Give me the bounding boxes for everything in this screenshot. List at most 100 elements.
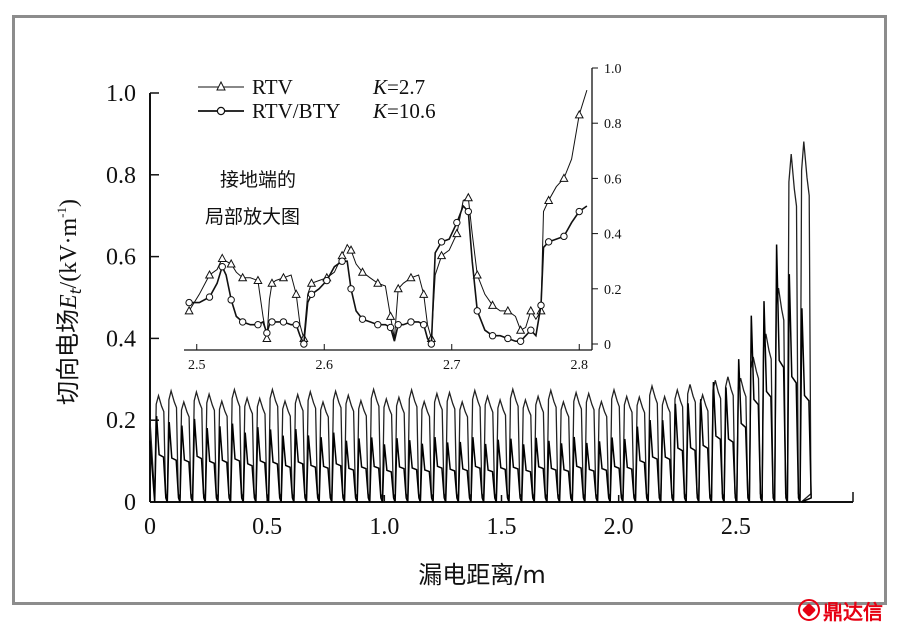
- inset-rtv-bty-marker: [386, 323, 395, 332]
- inset-rtv-bty-marker: [254, 320, 262, 329]
- inset-rtv-marker: [472, 269, 482, 279]
- inset-rtv-bty-marker: [437, 238, 446, 246]
- inset-rtv-bty-marker: [238, 318, 247, 326]
- main-series: [149, 141, 812, 503]
- inset-rtv-marker: [544, 195, 554, 204]
- main-y-tick-label: 0: [124, 490, 136, 516]
- inset-rtv-bty-marker: [374, 320, 382, 329]
- inset-rtv-marker: [463, 192, 473, 202]
- logo-icon: [798, 599, 820, 621]
- legend-circle-marker: [216, 106, 226, 116]
- inset-rtv-marker: [184, 305, 194, 315]
- inset-rtv-marker: [526, 305, 536, 315]
- inset-rtv-marker: [559, 173, 569, 182]
- inset-rtv-bty-marker: [407, 318, 415, 326]
- inset-rtv-marker: [373, 278, 383, 287]
- inset-rtv-marker: [346, 245, 356, 254]
- inset-rtv-bty-marker: [292, 320, 300, 329]
- inset-rtv-bty-marker: [227, 296, 235, 304]
- main-x-tick-label: 2.0: [604, 514, 634, 540]
- inset-rtv-marker: [515, 325, 526, 334]
- main-y-tick-label: 0.2: [106, 408, 136, 434]
- inset-rtv-bty-marker: [338, 257, 346, 265]
- legend-triangle-marker: [216, 80, 226, 91]
- inset-annotation-line-1: 接地端的: [220, 169, 296, 191]
- inset-y-tick-label: 0.8: [604, 117, 622, 132]
- main-x-tick-label: 1.0: [369, 514, 399, 540]
- inset-y-tick-label: 0: [604, 338, 611, 353]
- inset-rtv-bty-marker: [453, 218, 461, 227]
- inset-rtv-bty-marker: [420, 320, 428, 329]
- inset-rtv-marker: [262, 333, 272, 342]
- legend: RTV K=2.7 RTV/BTY K=10.6: [198, 75, 436, 123]
- inset-rtv-marker: [278, 272, 289, 282]
- main-x-tick-label: 2.5: [721, 514, 751, 540]
- inset-x-tick-label: 2.8: [571, 358, 589, 373]
- inset-rtv-marker: [406, 272, 416, 282]
- inset-series: [184, 89, 588, 348]
- inset-y-tick-label: 0.6: [604, 172, 622, 187]
- inset-rtv-marker: [238, 272, 248, 282]
- main-y-tick-label: 1.0: [106, 81, 136, 107]
- inset-rtv-bty-marker: [218, 263, 226, 271]
- inset-rtv-bty-marker: [358, 315, 367, 323]
- inset-y-tick-label: 0.2: [604, 283, 622, 298]
- inset-rtv-marker: [385, 311, 396, 320]
- inset-rtv-marker: [226, 258, 236, 268]
- figure-frame: [12, 15, 887, 605]
- inset-rtv-marker: [357, 267, 368, 276]
- inset-rtv-bty-marker: [205, 293, 214, 301]
- legend-k-value: K=10.6: [372, 99, 436, 123]
- inset-rtv-marker: [487, 300, 498, 309]
- inset-y-tick-label: 0.4: [604, 228, 622, 243]
- main-y-tick-label: 0.4: [106, 326, 136, 352]
- inset-rtv-marker: [267, 278, 277, 287]
- inset-rtv-marker: [452, 228, 462, 238]
- inset-rtv-marker: [306, 278, 317, 287]
- inset-x-tick-label: 2.6: [316, 358, 334, 373]
- main-y-tick-label: 0.8: [106, 163, 136, 189]
- inset-rtv-bty-marker: [516, 337, 525, 345]
- inset-rtv-bty-marker: [544, 238, 553, 246]
- legend-k-value: K=2.7: [372, 75, 425, 99]
- inset-rtv-bty-marker: [427, 340, 436, 348]
- inset-rtv-bty-marker: [347, 285, 355, 293]
- inset-rtv-marker: [393, 283, 403, 293]
- inset-rtv-bty-marker: [323, 276, 331, 285]
- inset-rtv-marker: [204, 269, 215, 279]
- inset-rtv-marker: [419, 289, 429, 298]
- inset-rtv-marker: [574, 109, 584, 119]
- inset-rtv-marker: [503, 305, 513, 315]
- y-axis-label: 切向电场Et/(kV·m-1): [54, 199, 85, 405]
- main-axes: 0 0.2 0.4 0.6 0.8 1.0 0 0.5 1.0 1.5 2.0 2.5: [106, 81, 854, 540]
- main-x-tick-label: 0: [144, 514, 156, 540]
- inset-rtv-bty-marker: [263, 329, 271, 337]
- inset-rtv-bty-marker: [504, 334, 512, 343]
- inset-annotation-line-2: 局部放大图: [205, 206, 300, 228]
- brand-logo: 鼎达信: [798, 596, 883, 624]
- main-x-tick-label: 1.5: [487, 514, 517, 540]
- inset-rtv-bty-marker: [464, 207, 473, 216]
- inset-rtv-marker: [253, 275, 263, 285]
- inset-x-tick-label: 2.7: [443, 358, 461, 373]
- legend-series-name: RTV/BTY: [252, 99, 341, 123]
- main-series-rtv-bty: [149, 244, 812, 503]
- inset-rtv-bty-marker: [300, 340, 308, 348]
- inset-rtv-bty-marker: [560, 232, 568, 241]
- x-axis-label: 漏电距离/m: [418, 561, 545, 589]
- inset-rtv-bty-marker: [307, 290, 316, 299]
- inset-rtv-bty-marker: [527, 326, 535, 334]
- inset-rtv-marker: [436, 250, 447, 260]
- inset-y-tick-label: 1.0: [604, 62, 622, 77]
- inset-rtv-bty-marker: [268, 318, 276, 326]
- inset-rtv-bty-marker: [575, 207, 583, 216]
- logo-text: 鼎达信: [823, 599, 883, 624]
- inset-rtv-bty-marker: [537, 301, 545, 310]
- inset-rtv-bty-marker: [473, 307, 481, 315]
- inset-rtv-bty-marker: [279, 318, 288, 326]
- inset-rtv-marker: [217, 253, 227, 262]
- legend-series-name: RTV: [252, 75, 293, 99]
- inset-rtv-bty-marker: [185, 298, 193, 307]
- inset-rtv-marker: [291, 289, 301, 298]
